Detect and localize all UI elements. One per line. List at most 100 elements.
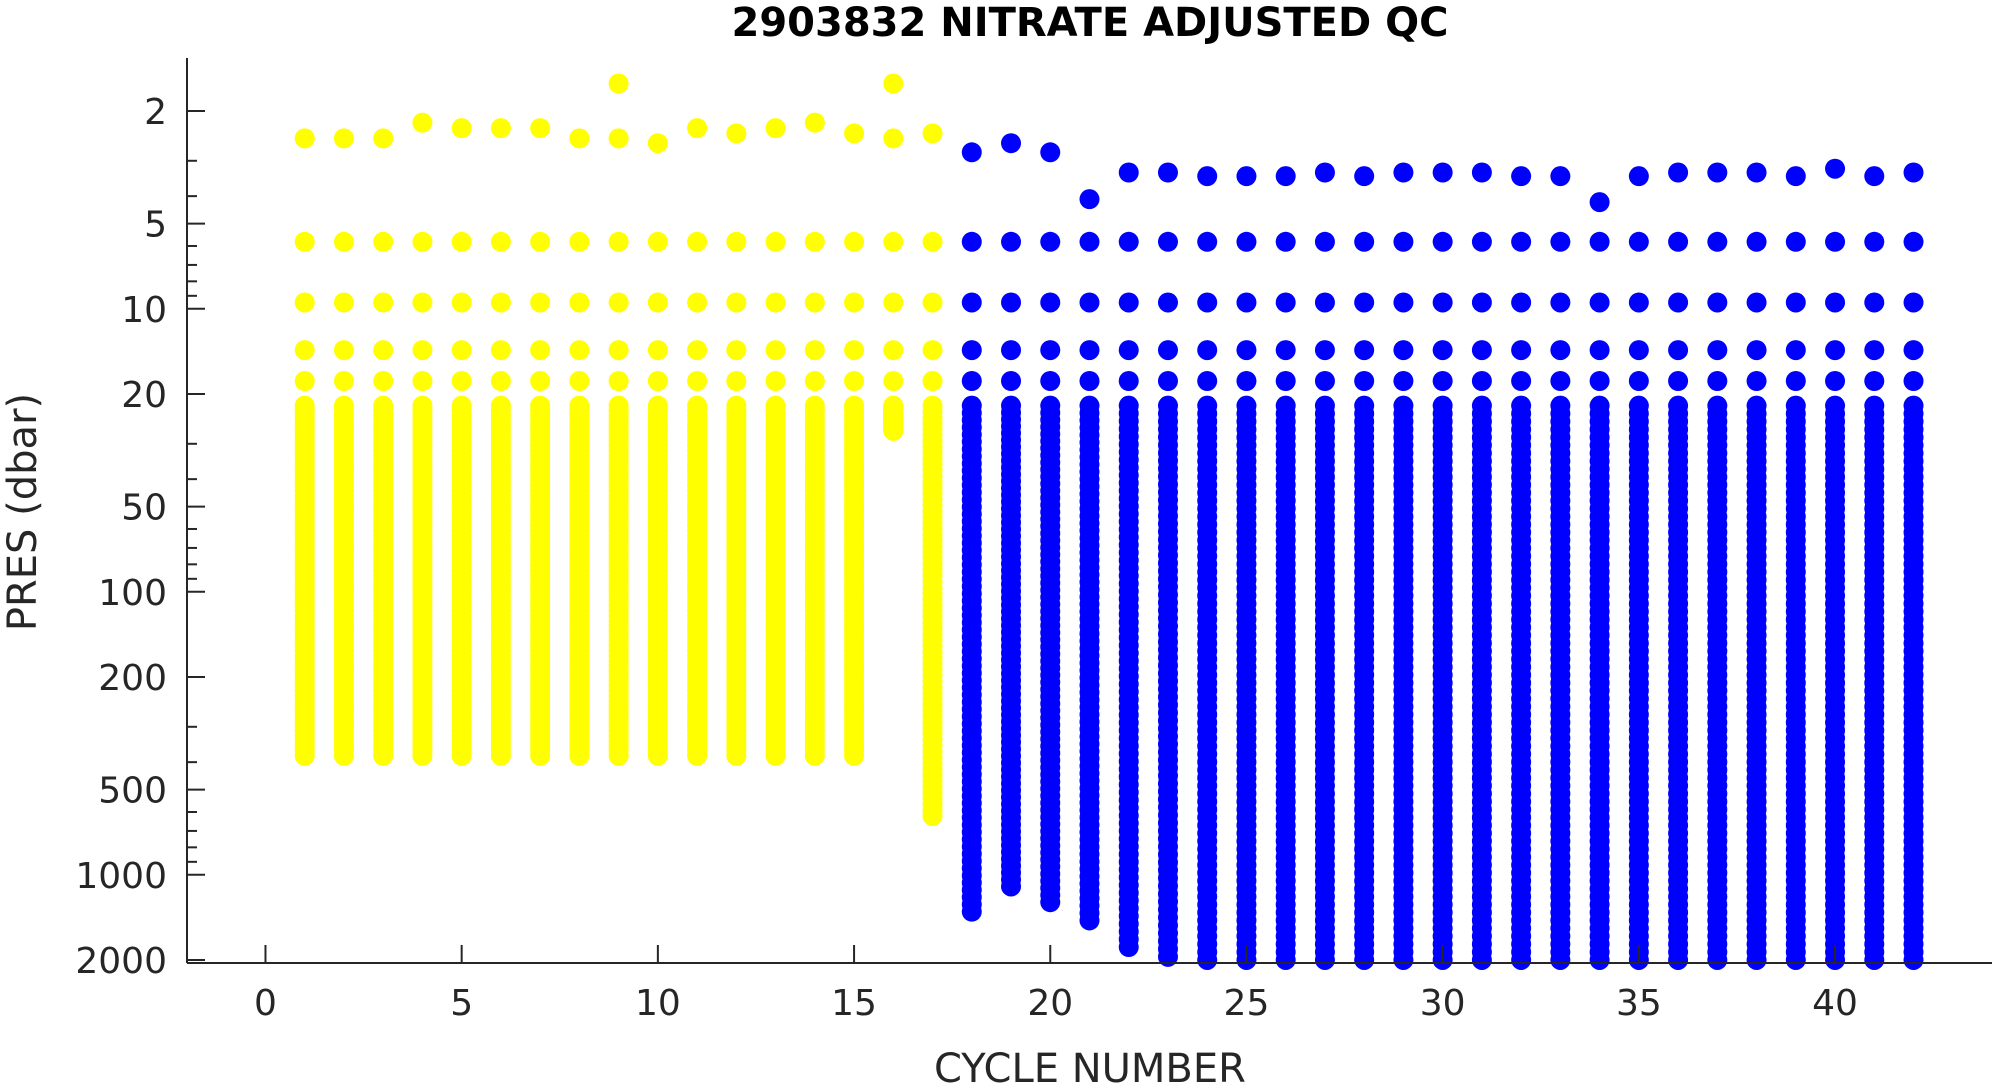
data-point — [1746, 162, 1767, 183]
y-ticks: 2 5 10 20 50 100 200 500 1000 2000 — [75, 92, 205, 982]
data-point — [1825, 158, 1846, 179]
data-point — [1550, 949, 1571, 970]
chart-title: 2903832 NITRATE ADJUSTED QC — [731, 0, 1448, 46]
x-tick-label: 5 — [450, 983, 473, 1024]
data-point — [1785, 166, 1806, 187]
data-point — [1314, 949, 1335, 970]
data-point — [1393, 949, 1414, 970]
data-point — [608, 745, 629, 766]
data-point — [1471, 340, 1492, 361]
data-point — [1707, 162, 1728, 183]
data-point — [1746, 949, 1767, 970]
data-point — [294, 340, 315, 361]
data-point — [1236, 340, 1257, 361]
data-point — [1825, 371, 1846, 392]
data-point — [1118, 371, 1139, 392]
data-point — [373, 745, 394, 766]
data-point — [1903, 949, 1924, 970]
data-point — [451, 745, 472, 766]
data-point — [1511, 292, 1532, 313]
data-point — [1197, 340, 1218, 361]
data-point — [530, 745, 551, 766]
data-point — [883, 73, 904, 94]
x-ticks: 0 5 10 15 20 25 30 35 40 — [254, 945, 1858, 1024]
data-point — [922, 292, 943, 313]
data-point — [1079, 371, 1100, 392]
data-point — [373, 340, 394, 361]
data-point — [1197, 371, 1218, 392]
data-point — [1668, 292, 1689, 313]
data-point — [1314, 371, 1335, 392]
data-point — [451, 340, 472, 361]
data-point — [1864, 340, 1885, 361]
data-point — [961, 371, 982, 392]
data-point — [1903, 371, 1924, 392]
data-point — [1550, 371, 1571, 392]
data-point — [1157, 292, 1178, 313]
data-point — [451, 231, 472, 252]
data-point — [883, 128, 904, 149]
data-point — [1511, 340, 1532, 361]
data-point — [1079, 231, 1100, 252]
data-point — [1668, 949, 1689, 970]
data-point — [726, 745, 747, 766]
data-point — [1001, 340, 1022, 361]
data-point — [1864, 166, 1885, 187]
data-point — [1236, 371, 1257, 392]
data-point — [1668, 231, 1689, 252]
data-point — [1040, 292, 1061, 313]
y-tick-label: 10 — [121, 290, 167, 331]
data-point — [294, 128, 315, 149]
data-point — [451, 118, 472, 139]
data-point — [687, 118, 708, 139]
data-point — [569, 340, 590, 361]
y-axis-label: PRES (dbar) — [0, 393, 46, 631]
data-points — [294, 73, 1924, 970]
data-point — [1746, 340, 1767, 361]
data-point — [1471, 231, 1492, 252]
x-tick-label: 30 — [1420, 983, 1466, 1024]
data-point — [1118, 292, 1139, 313]
x-tick-label: 40 — [1812, 983, 1858, 1024]
data-point — [1511, 371, 1532, 392]
data-point — [1628, 231, 1649, 252]
data-point — [922, 123, 943, 144]
data-point — [1903, 231, 1924, 252]
data-point — [1197, 166, 1218, 187]
data-point — [1157, 340, 1178, 361]
data-point — [569, 292, 590, 313]
data-point — [765, 118, 786, 139]
data-point — [1157, 162, 1178, 183]
data-point — [1001, 231, 1022, 252]
data-point — [765, 745, 786, 766]
x-tick-label: 35 — [1616, 983, 1662, 1024]
data-point — [1707, 292, 1728, 313]
data-point — [1314, 231, 1335, 252]
data-point — [333, 745, 354, 766]
data-point — [1393, 340, 1414, 361]
data-point — [1001, 292, 1022, 313]
data-point — [1314, 162, 1335, 183]
y-tick-label: 50 — [121, 488, 167, 529]
data-point — [333, 371, 354, 392]
data-point — [1668, 162, 1689, 183]
data-point — [608, 231, 629, 252]
data-point — [687, 292, 708, 313]
data-point — [1825, 231, 1846, 252]
data-point — [1471, 292, 1492, 313]
data-point — [451, 292, 472, 313]
data-point — [1628, 292, 1649, 313]
data-point — [1785, 371, 1806, 392]
data-point — [451, 371, 472, 392]
data-point — [1550, 292, 1571, 313]
y-tick-label: 100 — [98, 573, 167, 614]
data-point — [1550, 340, 1571, 361]
data-point — [1825, 340, 1846, 361]
data-point — [647, 745, 668, 766]
data-point — [804, 231, 825, 252]
data-point — [412, 340, 433, 361]
data-point — [1471, 162, 1492, 183]
data-point — [844, 292, 865, 313]
data-point — [804, 745, 825, 766]
data-point — [922, 371, 943, 392]
